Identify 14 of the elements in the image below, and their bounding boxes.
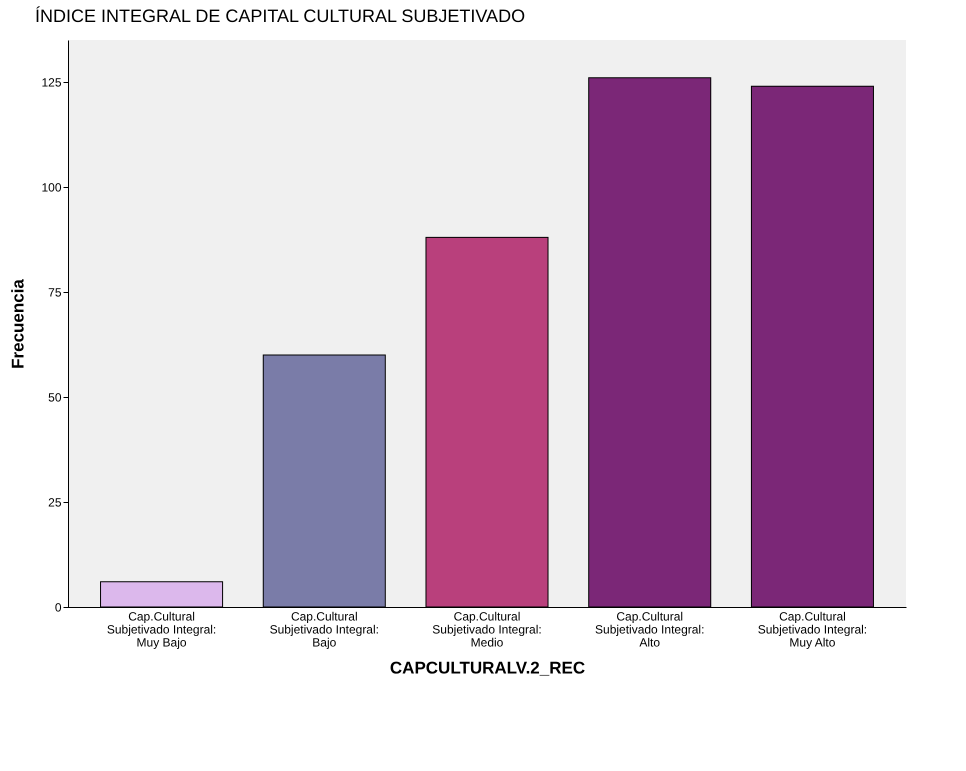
x-axis-title: CAPCULTURALV.2_REC (390, 658, 586, 678)
x-tick-label: Cap.Cultural Subjetivado Integral: Medio (432, 610, 542, 650)
y-tick-label: 50 (48, 390, 62, 404)
y-tick-label: 125 (41, 76, 62, 90)
chart-title: ÍNDICE INTEGRAL DE CAPITAL CULTURAL SUBJETIVADO (34, 6, 526, 26)
x-tick-label: Cap.Cultural Subjetivado Integral: Alto (595, 610, 704, 650)
x-tick-label: Cap.Cultural Subjetivado Integral: Bajo (270, 610, 379, 650)
y-tick-label: 25 (48, 496, 62, 510)
x-tick-label: Cap.Cultural Subjetivado Integral: Muy Bajo (106, 610, 216, 650)
y-tick-label: 0 (54, 600, 62, 614)
y-tick-label: 75 (48, 286, 62, 300)
x-tick-label: Cap.Cultural Subjetivado Integral: Muy Alto (758, 610, 868, 650)
y-axis-title: Frecuencia (8, 278, 28, 369)
y-tick-label: 100 (41, 180, 62, 194)
